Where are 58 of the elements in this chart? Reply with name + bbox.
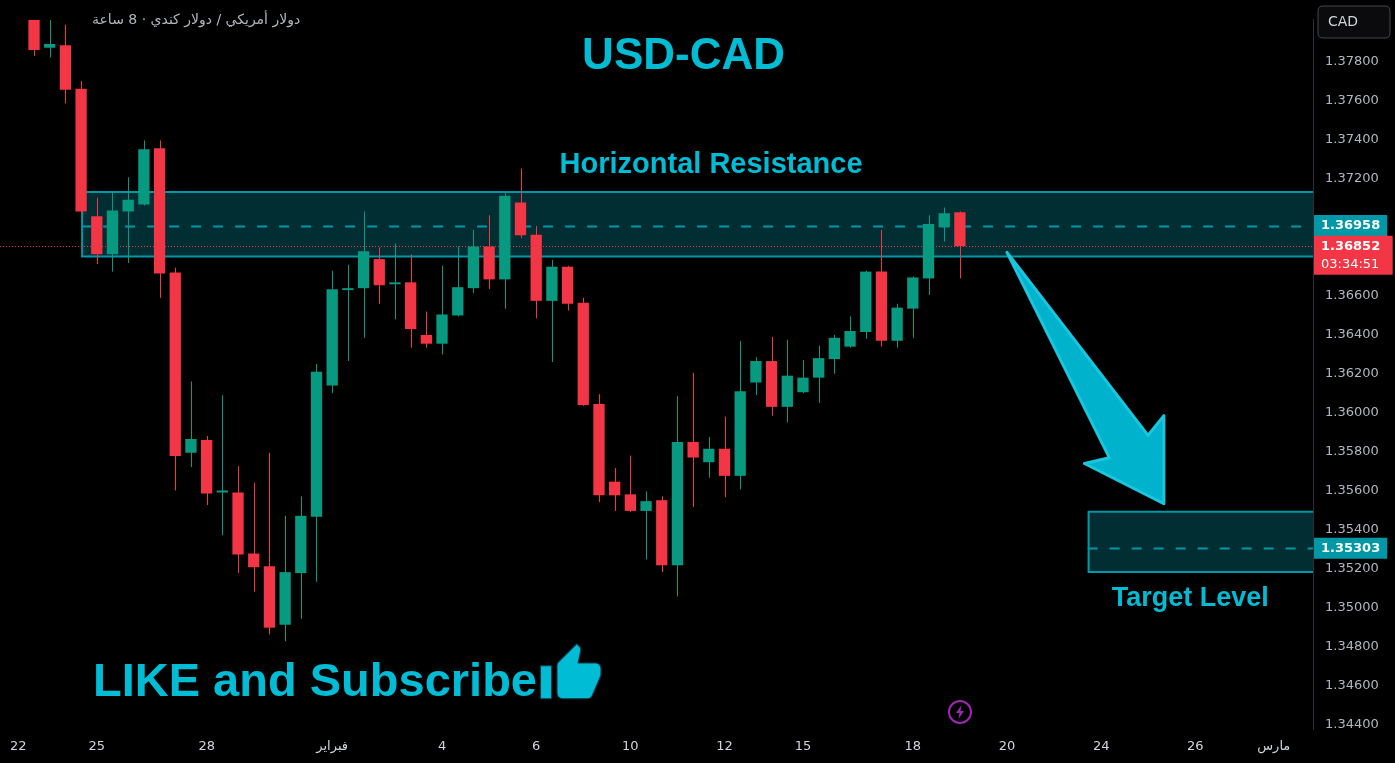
ref-line-label: 1.36852 03:34:51	[1321, 237, 1381, 271]
x-tick-label: 4	[437, 738, 447, 754]
chart-title: USD-CAD	[582, 29, 785, 79]
x-tick-label: فبراير	[315, 738, 349, 755]
y-tick-label: 1.34600	[1325, 676, 1379, 692]
y-tick-label: 1.36000	[1325, 403, 1379, 419]
candlestick	[687, 372, 699, 508]
candlestick	[938, 206, 950, 243]
y-tick-label: 1.34400	[1325, 715, 1379, 731]
x-tick-label: 12	[716, 738, 733, 754]
y-tick-label: 1.34800	[1325, 637, 1379, 653]
x-tick-label: 6	[532, 738, 541, 754]
annotation: LIKE and Subscribe	[93, 652, 537, 706]
candlestick	[248, 482, 260, 593]
candlestick	[389, 243, 401, 320]
candlestick	[122, 176, 134, 264]
y-axis-title: CAD	[1328, 12, 1359, 29]
candlestick	[609, 467, 621, 512]
x-tick-label: 28	[198, 738, 215, 754]
x-tick-label: 24	[1092, 738, 1110, 754]
x-tick-label: مارس	[1257, 738, 1291, 755]
x-tick-label: 20	[998, 738, 1016, 754]
candlestick	[216, 394, 228, 536]
y-tick-label: 1.35200	[1325, 559, 1379, 575]
candlestick	[185, 381, 197, 468]
x-tick-label: 10	[622, 738, 639, 754]
candlestick	[703, 436, 715, 479]
y-tick-label: 1.35400	[1325, 520, 1379, 536]
y-tick-label: 1.36400	[1325, 325, 1379, 341]
x-tick-label: 15	[794, 738, 812, 754]
candlestick	[640, 490, 652, 560]
candlestick	[624, 455, 637, 513]
ref-line-label: 1.35303	[1321, 539, 1381, 555]
y-tick-label: 1.37400	[1325, 130, 1379, 146]
candlestick	[44, 19, 56, 59]
y-tick-label: 1.36600	[1325, 286, 1379, 302]
y-tick-label: 1.35600	[1325, 481, 1379, 497]
band-label: Target Level	[1111, 581, 1269, 612]
y-tick-label: 1.36200	[1325, 364, 1379, 380]
y-tick-label: 1.37200	[1325, 169, 1379, 185]
candlestick	[828, 334, 841, 375]
band-label: Horizontal Resistance	[559, 147, 863, 180]
y-tick-label: 1.35800	[1325, 442, 1379, 458]
x-tick-label: 26	[1187, 738, 1204, 754]
y-tick-label: 1.37600	[1325, 91, 1379, 107]
candlestick	[342, 264, 354, 362]
y-tick-label: 1.35000	[1325, 598, 1379, 614]
candlestick	[844, 315, 856, 349]
chart-subtitle: دولار أمريكي / دولار كندي · 8 ساعة	[92, 9, 301, 28]
x-tick-label: 18	[904, 738, 922, 754]
candlestick	[813, 345, 825, 404]
candlestick	[420, 311, 432, 349]
candlestick	[797, 359, 809, 394]
candlestick	[750, 356, 762, 396]
x-tick-label: 25	[88, 738, 106, 754]
ref-line-label: 1.36958	[1321, 216, 1381, 232]
y-tick-label: 1.37800	[1325, 52, 1379, 68]
x-tick-label: 22	[10, 738, 27, 754]
